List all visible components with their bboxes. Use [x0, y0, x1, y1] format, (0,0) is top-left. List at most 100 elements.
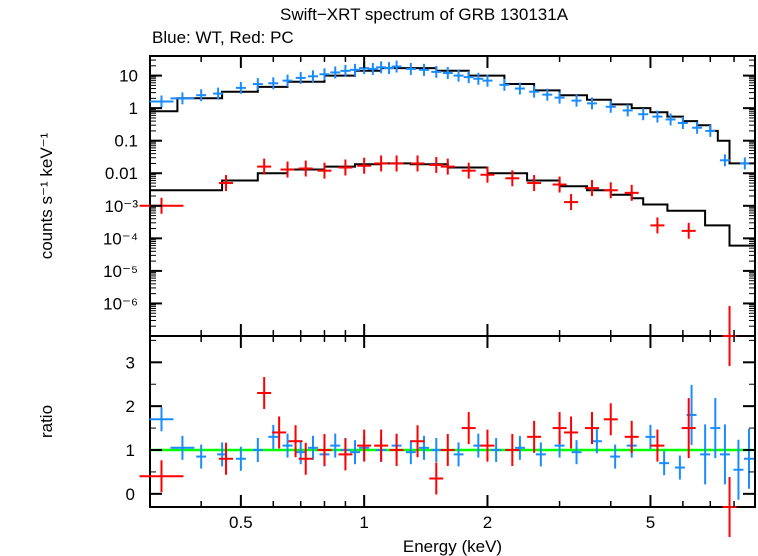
top-pc-point [585, 180, 600, 197]
top-pc-point [603, 182, 618, 199]
ratio-wt-point [268, 424, 279, 449]
top-wt-point [307, 70, 318, 83]
ratio-wt-point [514, 435, 525, 460]
y-tick-label: 1 [129, 99, 138, 118]
top-pc-point [429, 156, 444, 173]
top-wt-point [587, 97, 598, 110]
top-wt-point [268, 77, 279, 90]
ratio-pc-point [429, 462, 444, 495]
ratio-wt-point [149, 407, 174, 432]
ratio-wt-point [710, 398, 721, 459]
top-wt-point [367, 62, 378, 75]
top-wt-point [213, 87, 224, 100]
ratio-wt-point [170, 435, 195, 460]
top-pc-point [624, 184, 639, 201]
ratio-wt-point [733, 439, 744, 500]
top-pc-point [650, 217, 665, 234]
ratio-pc-point [564, 416, 579, 449]
top-wt-point [252, 78, 263, 91]
x-tick-label: 2 [483, 513, 492, 532]
top-pc-point [410, 155, 425, 172]
ratio-wt-point [431, 438, 442, 462]
top-wt-point [340, 64, 351, 77]
ratio-wt-point [571, 440, 582, 465]
top-pc-point [440, 158, 455, 175]
ratio-wt-point [453, 442, 464, 467]
chart-title: Swift−XRT spectrum of GRB 130131A [280, 5, 569, 24]
ratio-pc-point [552, 412, 567, 445]
top-wt-point [170, 92, 195, 105]
ratio-wt-point [295, 440, 306, 465]
bottom-panel-frame [149, 335, 756, 508]
ratio-pc-point [440, 434, 455, 466]
top-pc-point [338, 159, 353, 176]
y-tick-label: 10⁻³ [104, 197, 138, 216]
ratio-pc-point [389, 434, 404, 466]
model-curve-pc [150, 162, 755, 247]
ratio-wt-point [491, 438, 502, 462]
ratio-pc-point [461, 412, 476, 445]
top-wt-point [431, 65, 442, 78]
ratio-y-tick-label: 2 [126, 397, 135, 416]
top-wt-point [463, 71, 474, 84]
top-wt-point [482, 74, 493, 87]
top-wt-point [330, 66, 341, 79]
ratio-wt-point [719, 424, 730, 485]
y-tick-label: 10⁻⁵ [103, 262, 138, 281]
top-pc-point [280, 161, 295, 178]
top-pc-point [389, 155, 404, 172]
top-pc-point [552, 176, 567, 193]
ratio-wt-point [252, 438, 263, 462]
top-wt-point [350, 63, 361, 76]
ratio-pc-point [219, 442, 234, 475]
ratio-pc-point [338, 438, 353, 471]
ratio-pc-point [298, 442, 313, 475]
ratio-pc-point [272, 416, 287, 449]
top-wt-point [453, 69, 464, 82]
model-group [150, 67, 756, 247]
top-wt-point [319, 68, 330, 81]
top-wt-point [529, 85, 540, 98]
ratio-wt-point [700, 424, 711, 485]
axis-ticks-group [149, 55, 756, 507]
plot-frame [149, 55, 756, 508]
top-wt-point [705, 124, 716, 137]
ratio-y-tick-label: 0 [126, 485, 135, 504]
y-tick-label: 10 [119, 67, 138, 86]
data-points-group [139, 60, 754, 537]
ratio-pc-point [410, 425, 425, 458]
ratio-pc-point [374, 429, 389, 462]
chart-subtitle: Blue: WT, Red: PC [152, 28, 294, 47]
ratio-pc-point [650, 429, 665, 462]
ratio-wt-point [196, 444, 207, 469]
ratio-wt-point [235, 446, 246, 471]
top-pc-point [461, 162, 476, 179]
top-wt-point [391, 60, 402, 73]
ratio-wt-point [307, 435, 318, 460]
ratio-pc-point [357, 429, 372, 462]
ratio-y-tick-label: 1 [126, 441, 135, 460]
ratio-wt-point [659, 451, 670, 476]
ratio-wt-point [405, 440, 416, 465]
top-wt-point [442, 67, 453, 80]
top-wt-point [542, 88, 553, 101]
top-pc-point [298, 160, 313, 177]
top-wt-point [554, 91, 565, 104]
top-pc-point [564, 194, 579, 211]
top-wt-point [719, 154, 730, 167]
top-wt-point [665, 113, 676, 126]
ratio-pc-point [681, 398, 696, 459]
top-wt-point [149, 95, 174, 108]
top-wt-point [473, 72, 484, 85]
top-pc-point [480, 166, 495, 183]
top-wt-point [571, 94, 582, 107]
ratio-wt-point [419, 435, 430, 460]
y-tick-label: 10⁻⁴ [103, 229, 138, 248]
axis-labels-group: 0.5 1 2 5 10 1 0.1 0.01 10⁻³ 10⁻⁴ 10⁻⁵ 10⁻⁶ 0 1 2 3 Ener… [37, 67, 655, 556]
top-pc-point [374, 155, 389, 172]
ratio-wt-point [591, 429, 602, 454]
top-pc-point [317, 162, 332, 179]
ratio-y-tick-label: 3 [126, 353, 135, 372]
ratio-wt-point [610, 444, 621, 469]
top-wt-point [677, 116, 688, 129]
